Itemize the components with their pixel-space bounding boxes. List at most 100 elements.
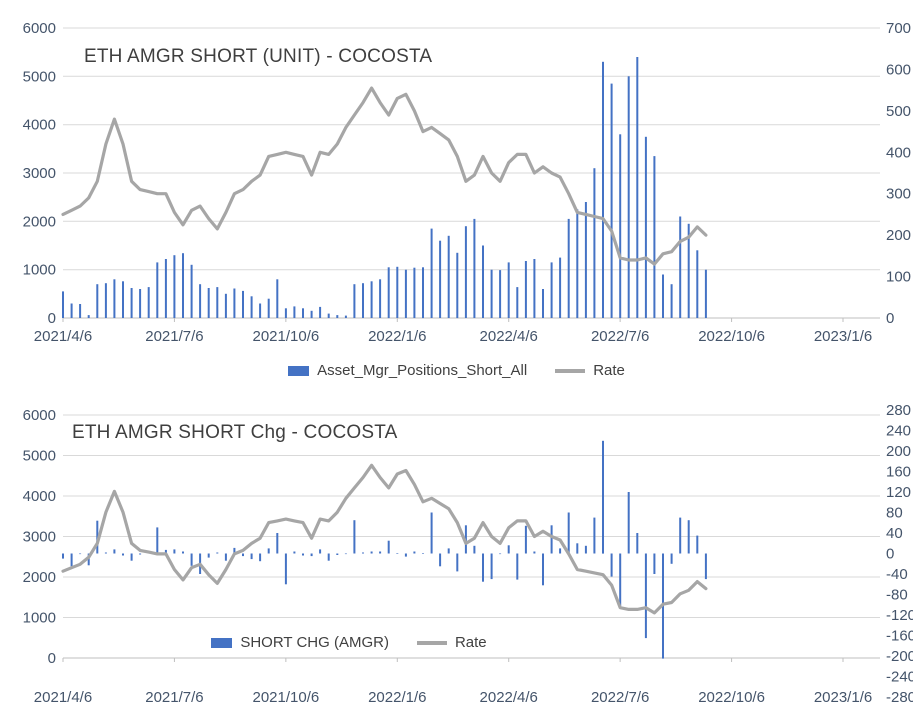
- x-tick-label: 2021/7/6: [145, 689, 203, 706]
- bar: [96, 284, 99, 318]
- bar: [576, 543, 579, 554]
- right-axis-labels: 0 100 200 300 400 500 600 700: [886, 20, 911, 327]
- bar: [319, 549, 322, 554]
- x-axis-labels: 2021/4/6 2021/7/6 2021/10/6 2022/1/6 2022/4/…: [34, 328, 872, 345]
- left-tick-label: 6000: [23, 407, 56, 424]
- change-chart-title: ETH AMGR SHORT Chg - COCOSTA: [72, 422, 398, 443]
- bar: [696, 535, 699, 554]
- left-tick-label: 5000: [23, 448, 56, 465]
- bar: [516, 553, 519, 580]
- bar: [524, 525, 527, 554]
- bar: [336, 553, 339, 555]
- left-tick-label: 4000: [23, 117, 56, 134]
- right-tick-label: 500: [886, 103, 911, 120]
- bar: [104, 283, 107, 318]
- x-axis-ticks: [62, 658, 844, 662]
- bar: [593, 168, 596, 318]
- left-tick-label: 0: [48, 310, 56, 327]
- bar: [164, 259, 167, 318]
- bar: [310, 310, 313, 319]
- bar-series-swatch: [211, 637, 233, 648]
- bar: [404, 269, 407, 318]
- right-tick-label: -240: [886, 669, 913, 686]
- bar: [533, 259, 536, 318]
- bar: [190, 553, 193, 566]
- line-series-swatch: [416, 640, 447, 645]
- bar: [490, 269, 493, 318]
- bar: [679, 216, 682, 318]
- right-tick-label: 200: [886, 443, 911, 460]
- bar: [644, 553, 647, 639]
- x-tick-label: 2021/4/6: [34, 328, 92, 345]
- bar: [259, 303, 262, 318]
- line-series-label: Rate: [454, 634, 487, 651]
- bar: [704, 553, 707, 580]
- x-axis-labels: 2021/4/6 2021/7/6 2021/10/6 2022/1/6 2022/4/…: [34, 689, 872, 706]
- bar: [164, 549, 167, 554]
- bar: [559, 257, 562, 318]
- bar: [302, 553, 304, 556]
- x-tick-label: 2021/7/6: [145, 328, 203, 345]
- bar: [413, 267, 416, 318]
- right-tick-label: -200: [886, 648, 913, 665]
- bar: [62, 553, 64, 559]
- bar: [670, 284, 673, 318]
- bar: [524, 261, 527, 318]
- bar: [293, 306, 296, 318]
- right-tick-label: 0: [886, 546, 894, 563]
- bar: [190, 264, 193, 318]
- bar: [250, 296, 253, 319]
- bar-series: [62, 440, 707, 659]
- rate-line: [61, 463, 708, 615]
- bar: [439, 240, 442, 318]
- bar: [216, 287, 219, 318]
- bar: [139, 289, 142, 318]
- right-tick-label: 160: [886, 464, 911, 481]
- right-tick-label: 600: [886, 61, 911, 78]
- bar: [636, 533, 639, 554]
- gridlines: [63, 27, 880, 319]
- left-tick-label: 0: [48, 650, 56, 667]
- bar: [276, 279, 279, 318]
- bar: [430, 228, 433, 318]
- left-tick-label: 3000: [23, 165, 56, 182]
- bar: [327, 553, 330, 561]
- bar: [679, 517, 682, 554]
- bar: [610, 553, 613, 577]
- bar: [216, 552, 219, 554]
- bar: [610, 83, 613, 318]
- bar: [147, 287, 150, 318]
- bar: [87, 553, 90, 566]
- bar: [310, 553, 313, 557]
- bar-series-label: SHORT CHG (AMGR): [240, 634, 389, 651]
- bar: [156, 527, 159, 554]
- right-tick-label: 700: [886, 20, 911, 37]
- bar: [370, 551, 373, 554]
- left-tick-label: 4000: [23, 488, 56, 505]
- bar: [242, 290, 244, 318]
- bar: [456, 252, 459, 319]
- x-tick-label: 2022/7/6: [591, 689, 649, 706]
- bar: [224, 293, 227, 318]
- positions-chart-legend: Asset_Mgr_Positions_Short_All Rate: [0, 362, 913, 379]
- right-tick-label: -120: [886, 607, 913, 624]
- bar: [602, 440, 604, 554]
- bar: [507, 262, 510, 318]
- right-tick-label: -40: [886, 566, 908, 583]
- bar: [122, 281, 124, 318]
- bar: [344, 553, 347, 555]
- right-tick-label: 80: [886, 505, 903, 522]
- bar: [130, 288, 133, 318]
- bar: [619, 553, 622, 608]
- bar: [379, 279, 382, 318]
- bar: [70, 303, 73, 318]
- bar: [396, 266, 399, 318]
- bar: [456, 553, 459, 572]
- bar: [319, 306, 322, 318]
- change-chart: 2021/4/6 2021/7/6 2021/10/6 2022/1/6 2022/4/…: [0, 400, 913, 720]
- right-tick-label: -280: [886, 689, 913, 706]
- right-axis-labels: 280 240 200 160 120 80 40 0 -40 -80 -120 -160 -200 -2…: [886, 402, 913, 706]
- left-tick-label: 2000: [23, 213, 56, 230]
- right-tick-label: 0: [886, 310, 894, 327]
